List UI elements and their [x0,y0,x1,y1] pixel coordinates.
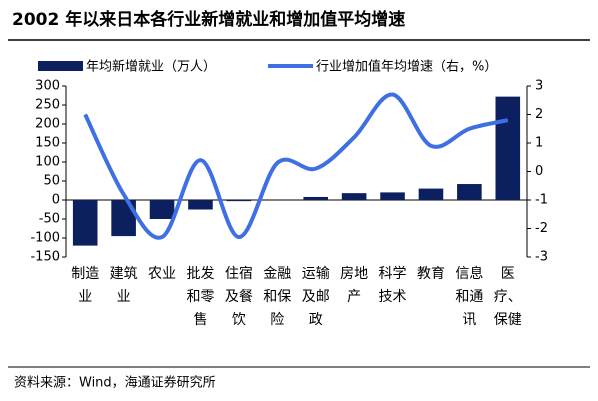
y-tick-label: 100 [35,155,60,170]
x-tick-label: 房地 产 [340,266,369,305]
chart-title: 2002 年以来日本各行业新增就业和增加值平均增速 [12,9,405,30]
bar [341,193,367,200]
y-tick-label: 50 [43,174,60,189]
y-tick-label: -100 [30,231,60,246]
y-tick-label: 200 [35,117,60,132]
x-tick-label: 建筑 业 [109,266,138,305]
x-tick-label: 运输 及邮 政 [301,266,330,328]
y2-tick-label: -3 [535,250,548,265]
y-tick-label: -50 [39,212,60,227]
x-tick-label: 科学 技术 [378,266,407,305]
y-tick-label: 250 [35,98,60,113]
bar [226,200,252,202]
bar [188,200,213,210]
line [83,92,509,240]
y-tick-label: 150 [35,136,60,151]
legend-label: 行业增加值年均增速（右，%） [316,59,497,75]
legend-label: 年均新增就业（万人） [86,59,216,75]
x-tick-label: 制造 业 [71,266,100,305]
bar [380,192,405,200]
y2-tick-label: 1 [535,136,543,151]
y-tick-label: -150 [30,250,60,265]
x-tick-label: 教育 [416,266,445,282]
y2-tick-label: 2 [535,107,543,122]
x-tick-label: 农业 [148,266,177,282]
y2-tick-label: -2 [535,221,548,236]
legend-swatch [38,61,83,71]
bar [149,200,175,219]
x-tick-label: 批发 和零 售 [186,266,215,328]
x-tick-label: 医 疗、 保健 [493,266,522,328]
y2-tick-label: -1 [535,193,548,208]
y2-tick-label: 0 [535,164,543,179]
x-tick-label: 信息 和通 讯 [455,266,484,328]
source: 资料来源：Wind，海通证券研究所 [14,375,216,391]
bar [72,200,98,246]
x-tick-label: 住宿 及餐 饮 [224,266,253,328]
bar [418,188,444,200]
y2-tick-label: 3 [535,79,543,94]
bar [495,96,521,200]
bar [457,184,482,200]
y-tick-label: 300 [35,79,60,94]
y-tick-label: 0 [52,193,60,208]
bar [303,196,329,200]
x-tick-label: 金融 和保 险 [263,266,292,328]
